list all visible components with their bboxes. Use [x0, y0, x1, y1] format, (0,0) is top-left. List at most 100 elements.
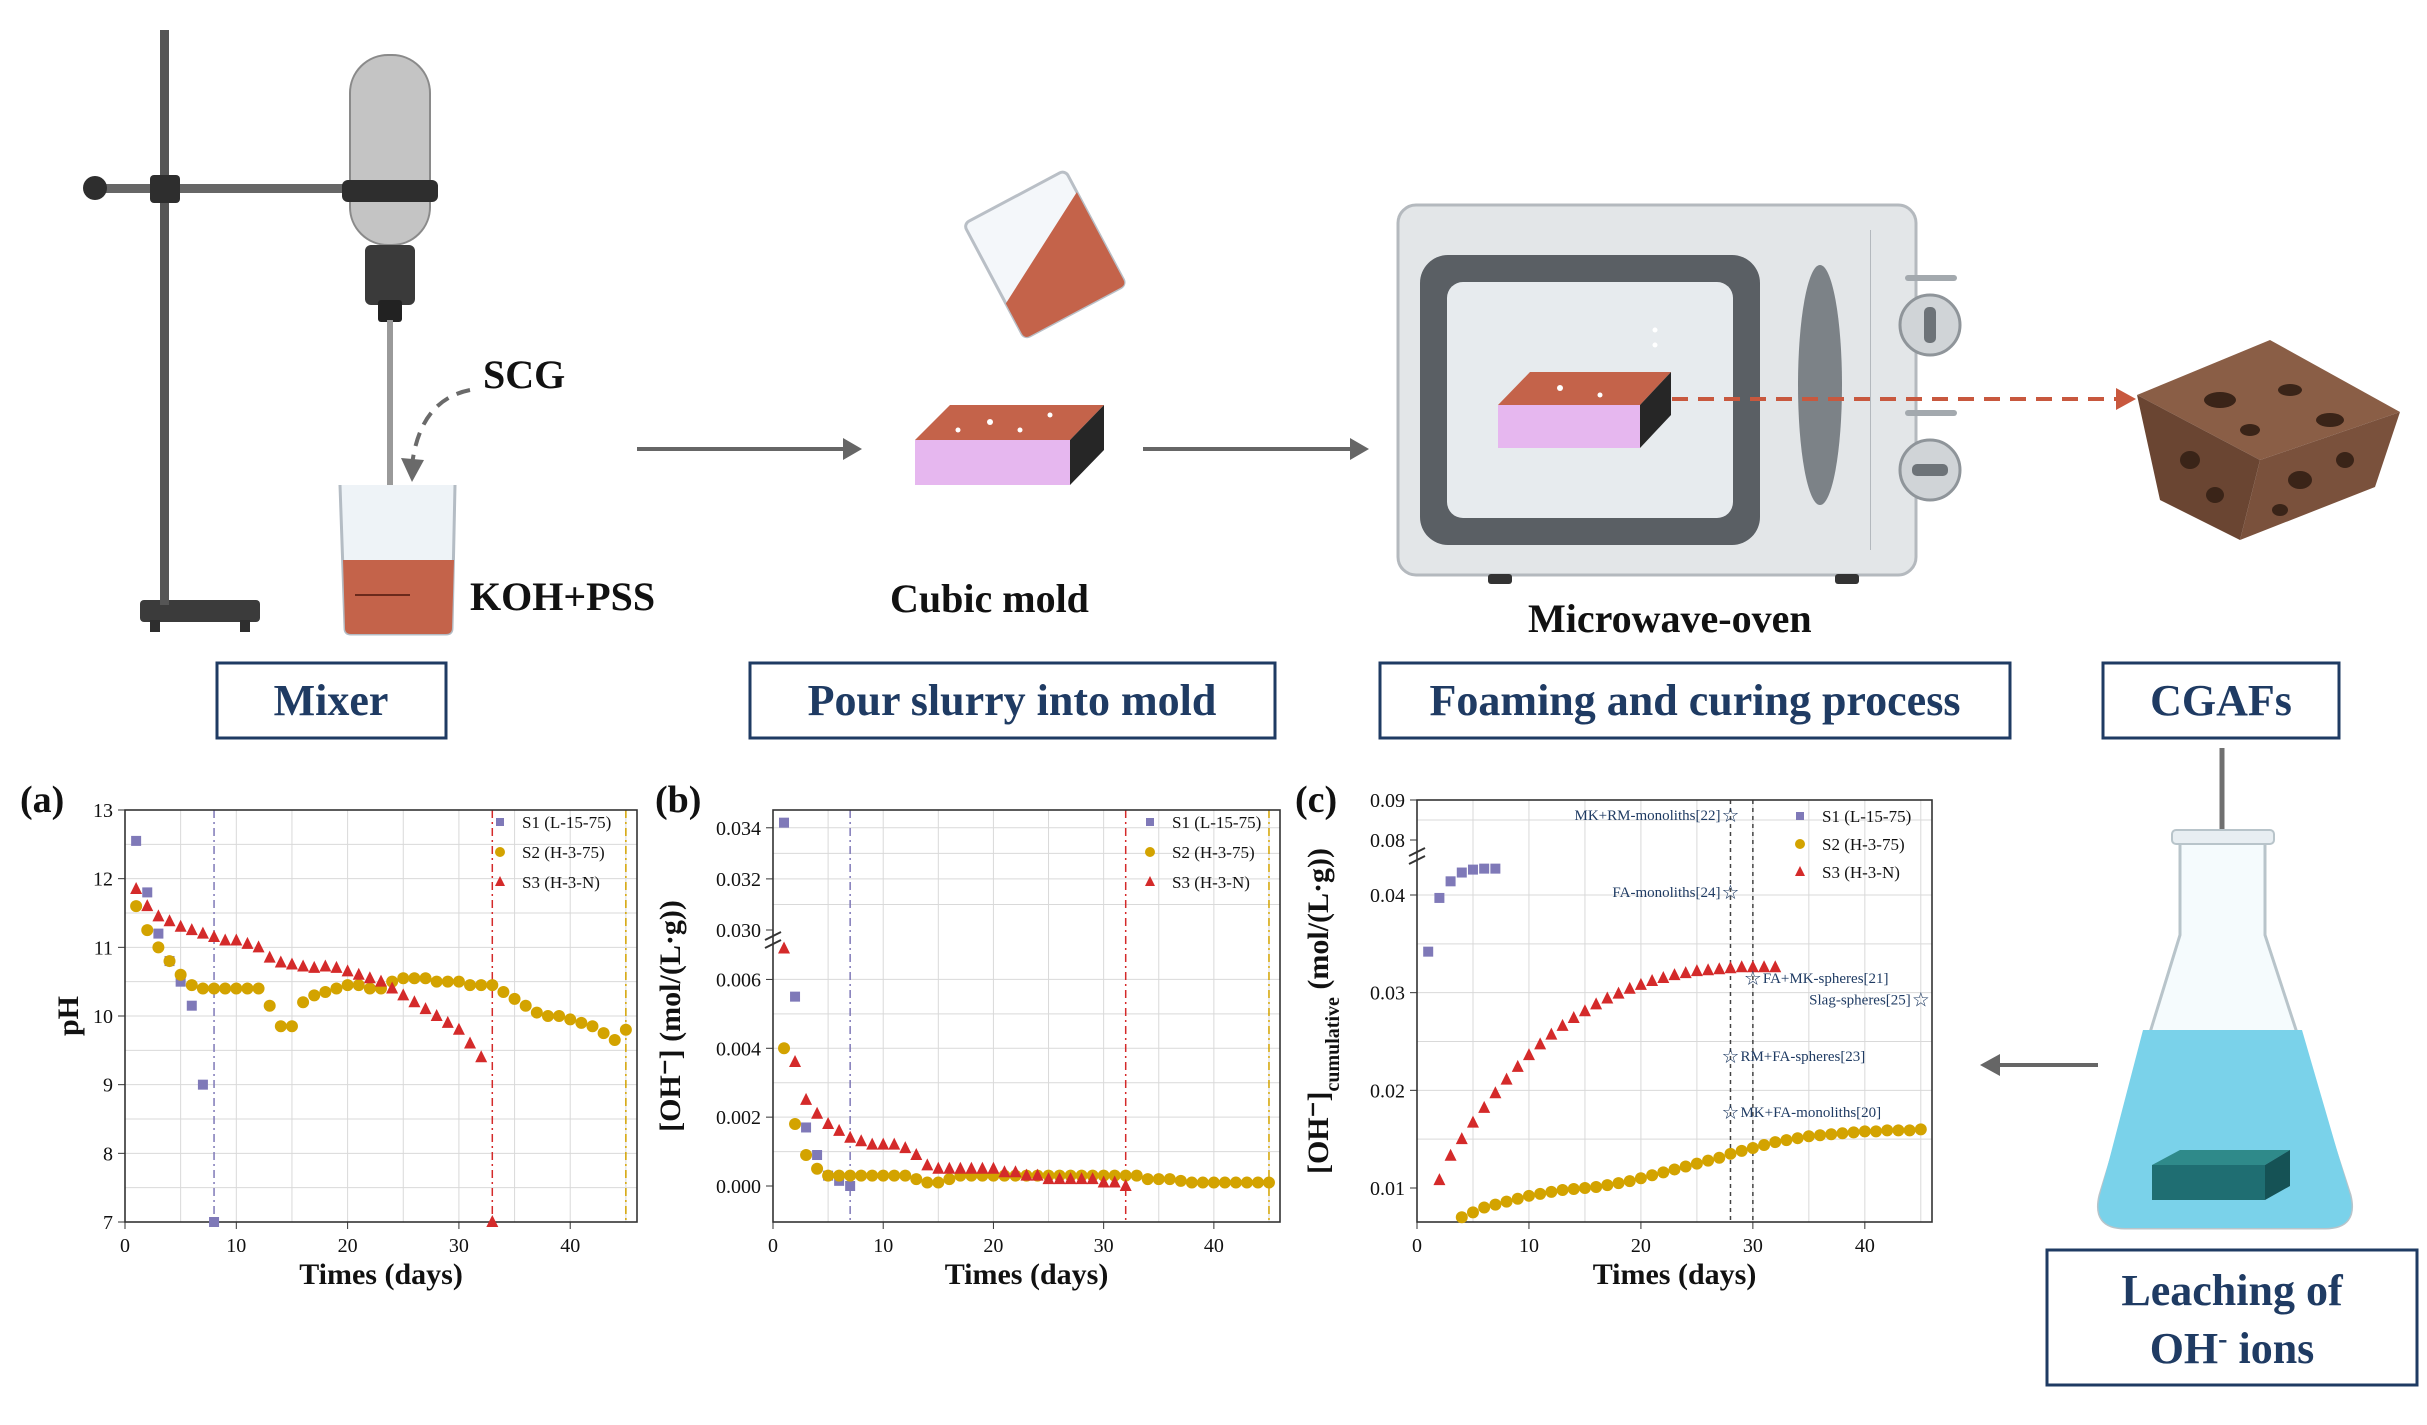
a-legend-label-3: S3 (H-3-N)	[522, 873, 600, 892]
a-point-s3	[219, 933, 232, 946]
b-point-s3	[800, 1092, 813, 1105]
b-point-s3	[789, 1055, 802, 1068]
a-point-s2	[575, 1016, 588, 1029]
a-legend-marker-2	[495, 847, 505, 857]
b-point-s3	[1119, 1179, 1132, 1191]
step-box-leaching: Leaching of OH- ions	[2045, 1248, 2419, 1387]
b-point-s3	[976, 1161, 989, 1174]
cgaf-cube-illustration	[2137, 340, 2400, 540]
c-point-s1	[1434, 892, 1445, 903]
c-point-s2	[1914, 1123, 1927, 1136]
scg-label: SCG	[483, 352, 565, 397]
process-arrow-1	[637, 438, 862, 460]
b-point-s1	[812, 1150, 823, 1161]
c-point-s2	[1556, 1183, 1569, 1196]
c-point-s3	[1489, 1086, 1502, 1099]
a-point-s3	[352, 967, 365, 980]
b-point-s3	[965, 1161, 978, 1174]
c-point-s2	[1769, 1136, 1782, 1149]
c-annotation-star-4: ☆	[1912, 988, 1930, 1012]
b-point-s3	[833, 1123, 846, 1136]
c-annotation-star-2: ☆	[1722, 880, 1740, 904]
b-xtick-label: 30	[1094, 1235, 1114, 1257]
c-point-s2	[1892, 1124, 1905, 1137]
b-plot-frame	[772, 809, 1281, 1223]
a-point-s2	[297, 996, 310, 1009]
a-point-s3	[152, 909, 165, 922]
c-point-s2	[1623, 1175, 1636, 1188]
c-point-s2	[1522, 1189, 1535, 1202]
a-point-s2	[230, 982, 243, 995]
b-point-s2	[789, 1118, 802, 1131]
c-point-s2	[1578, 1182, 1591, 1194]
a-point-s2	[464, 979, 477, 992]
b-xlabel: Times (days)	[945, 1258, 1109, 1291]
a-point-s3	[274, 955, 287, 968]
c-point-s2	[1791, 1132, 1804, 1145]
a-xtick-label: 20	[338, 1235, 358, 1257]
a-point-s3	[308, 960, 321, 973]
c-legend-marker-3	[1795, 866, 1805, 876]
c-annotation-label-1: MK+RM-monoliths[22]	[1575, 808, 1721, 824]
leaching-flask-illustration	[2097, 748, 2353, 1230]
b-point-s3	[1097, 1175, 1110, 1188]
b-point-s2	[800, 1149, 813, 1162]
a-xlabel: Times (days)	[299, 1258, 463, 1291]
b-point-s2	[1119, 1169, 1132, 1182]
a-point-s3	[441, 1015, 454, 1028]
b-point-s2	[899, 1169, 912, 1182]
a-point-s2	[252, 982, 265, 995]
b-legend-label-2: S2 (H-3-75)	[1172, 843, 1255, 862]
b-ytick-label: 0.000	[716, 1176, 761, 1198]
process-arrow-2	[1143, 438, 1369, 460]
b-point-s2	[921, 1176, 934, 1189]
a-point-s3	[341, 964, 354, 977]
microwave-oven-illustration	[1396, 203, 2136, 584]
a-legend-label-2: S2 (H-3-75)	[522, 843, 605, 862]
step-label-mixer: Mixer	[274, 676, 389, 725]
c-point-s2	[1814, 1129, 1827, 1142]
c-point-s3	[1444, 1148, 1457, 1161]
b-legend-marker-1	[1146, 818, 1154, 826]
c-point-s1	[1423, 946, 1434, 957]
c-plot-frame	[1416, 799, 1933, 1223]
a-point-s2	[452, 975, 465, 988]
c-point-s2	[1724, 1147, 1737, 1160]
a-point-s2	[208, 982, 221, 995]
c-annotation-label-2: FA-monoliths[24]	[1612, 885, 1720, 901]
b-point-s1	[779, 817, 790, 828]
b-axis-break	[764, 931, 782, 941]
b-point-s3	[943, 1161, 956, 1174]
c-point-s3	[1746, 960, 1759, 973]
c-point-s2	[1713, 1151, 1726, 1164]
c-xtick-label: 40	[1855, 1235, 1875, 1257]
a-ytick-label: 11	[94, 937, 113, 959]
b-point-s2	[943, 1173, 956, 1186]
a-point-s3	[285, 957, 298, 970]
b-point-s2	[1218, 1176, 1231, 1189]
step-label-cgafs: CGAFs	[2150, 676, 2292, 725]
c-axis-break	[1408, 847, 1426, 857]
a-point-s2	[163, 955, 176, 968]
c-xtick-label: 20	[1631, 1235, 1651, 1257]
a-point-s2	[564, 1013, 577, 1026]
b-point-s3	[921, 1158, 934, 1171]
b-point-s2	[778, 1042, 791, 1055]
microwave-oven-label: Microwave-oven	[1528, 596, 1812, 641]
b-point-s1	[845, 1181, 856, 1191]
c-point-s2	[1836, 1127, 1849, 1140]
a-point-s3	[375, 974, 387, 987]
c-ylabel: [OH⁻]cumulative (mol/(L·g))	[1302, 848, 1344, 1174]
c-point-s3	[1478, 1100, 1491, 1113]
c-point-s3	[1690, 964, 1703, 977]
step-box-cgafs: CGAFs	[2101, 661, 2341, 740]
a-point-s3	[297, 959, 310, 972]
c-annotation-label-6: MK+FA-monoliths[20]	[1740, 1105, 1881, 1121]
b-point-s3	[1075, 1172, 1088, 1185]
b-point-s2	[1207, 1176, 1220, 1189]
a-point-s3	[196, 926, 209, 939]
b-ylabel: [OH⁻] (mol/(L·g))	[654, 900, 687, 1132]
c-ytick-label: 0.01	[1370, 1178, 1405, 1200]
b-point-s2	[833, 1169, 846, 1182]
a-point-s3	[386, 981, 399, 994]
